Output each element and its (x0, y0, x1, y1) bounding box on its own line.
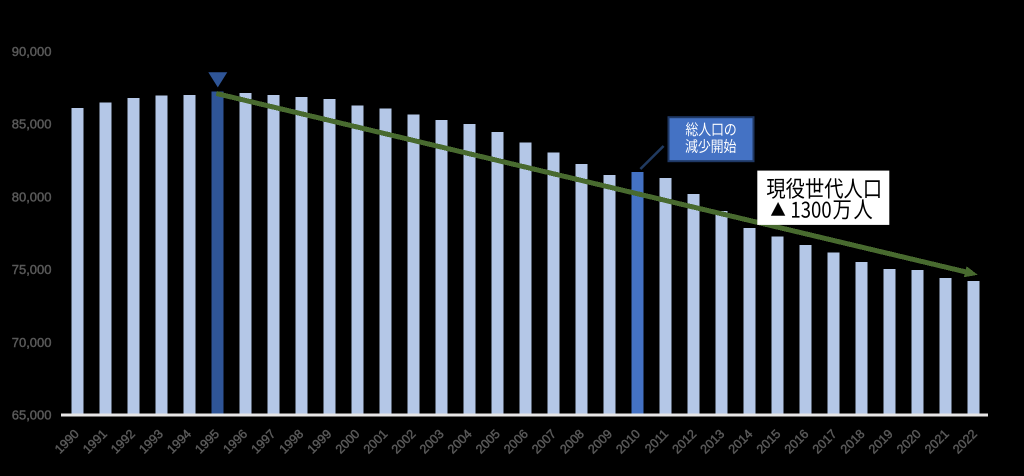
svg-text:2020: 2020 (894, 427, 924, 457)
svg-text:80,000: 80,000 (12, 189, 52, 204)
svg-text:65,000: 65,000 (12, 408, 52, 423)
svg-text:2015: 2015 (754, 427, 784, 457)
svg-text:2014: 2014 (726, 427, 756, 457)
svg-text:2013: 2013 (698, 427, 728, 457)
svg-text:2016: 2016 (782, 427, 812, 457)
svg-text:90,000: 90,000 (12, 44, 52, 59)
svg-text:2004: 2004 (445, 427, 475, 457)
svg-text:2001: 2001 (361, 427, 391, 457)
svg-text:2018: 2018 (838, 427, 868, 457)
svg-text:2019: 2019 (866, 427, 896, 457)
svg-text:1997: 1997 (249, 427, 279, 457)
svg-text:1995: 1995 (192, 427, 222, 457)
svg-text:75,000: 75,000 (12, 262, 52, 277)
svg-text:1996: 1996 (221, 427, 251, 457)
svg-text:2022: 2022 (950, 427, 980, 457)
svg-text:2009: 2009 (585, 427, 615, 457)
svg-text:2002: 2002 (389, 427, 419, 457)
svg-text:1998: 1998 (277, 427, 307, 457)
svg-text:2008: 2008 (557, 427, 587, 457)
svg-text:85,000: 85,000 (12, 117, 52, 132)
svg-text:2003: 2003 (417, 427, 447, 457)
svg-text:70,000: 70,000 (12, 335, 52, 350)
svg-text:1999: 1999 (305, 427, 335, 457)
svg-text:1994: 1994 (164, 427, 194, 457)
svg-text:1992: 1992 (108, 427, 138, 457)
svg-text:1993: 1993 (136, 427, 166, 457)
svg-text:2012: 2012 (670, 427, 700, 457)
svg-text:2005: 2005 (473, 427, 503, 457)
svg-text:2000: 2000 (333, 427, 363, 457)
svg-text:2011: 2011 (642, 427, 671, 456)
svg-text:1991: 1991 (80, 427, 110, 457)
svg-text:2007: 2007 (529, 427, 559, 457)
svg-text:2006: 2006 (501, 427, 531, 457)
svg-text:2017: 2017 (810, 427, 840, 457)
svg-text:2010: 2010 (613, 427, 643, 457)
svg-text:1990: 1990 (52, 427, 82, 457)
svg-text:2021: 2021 (922, 427, 952, 457)
